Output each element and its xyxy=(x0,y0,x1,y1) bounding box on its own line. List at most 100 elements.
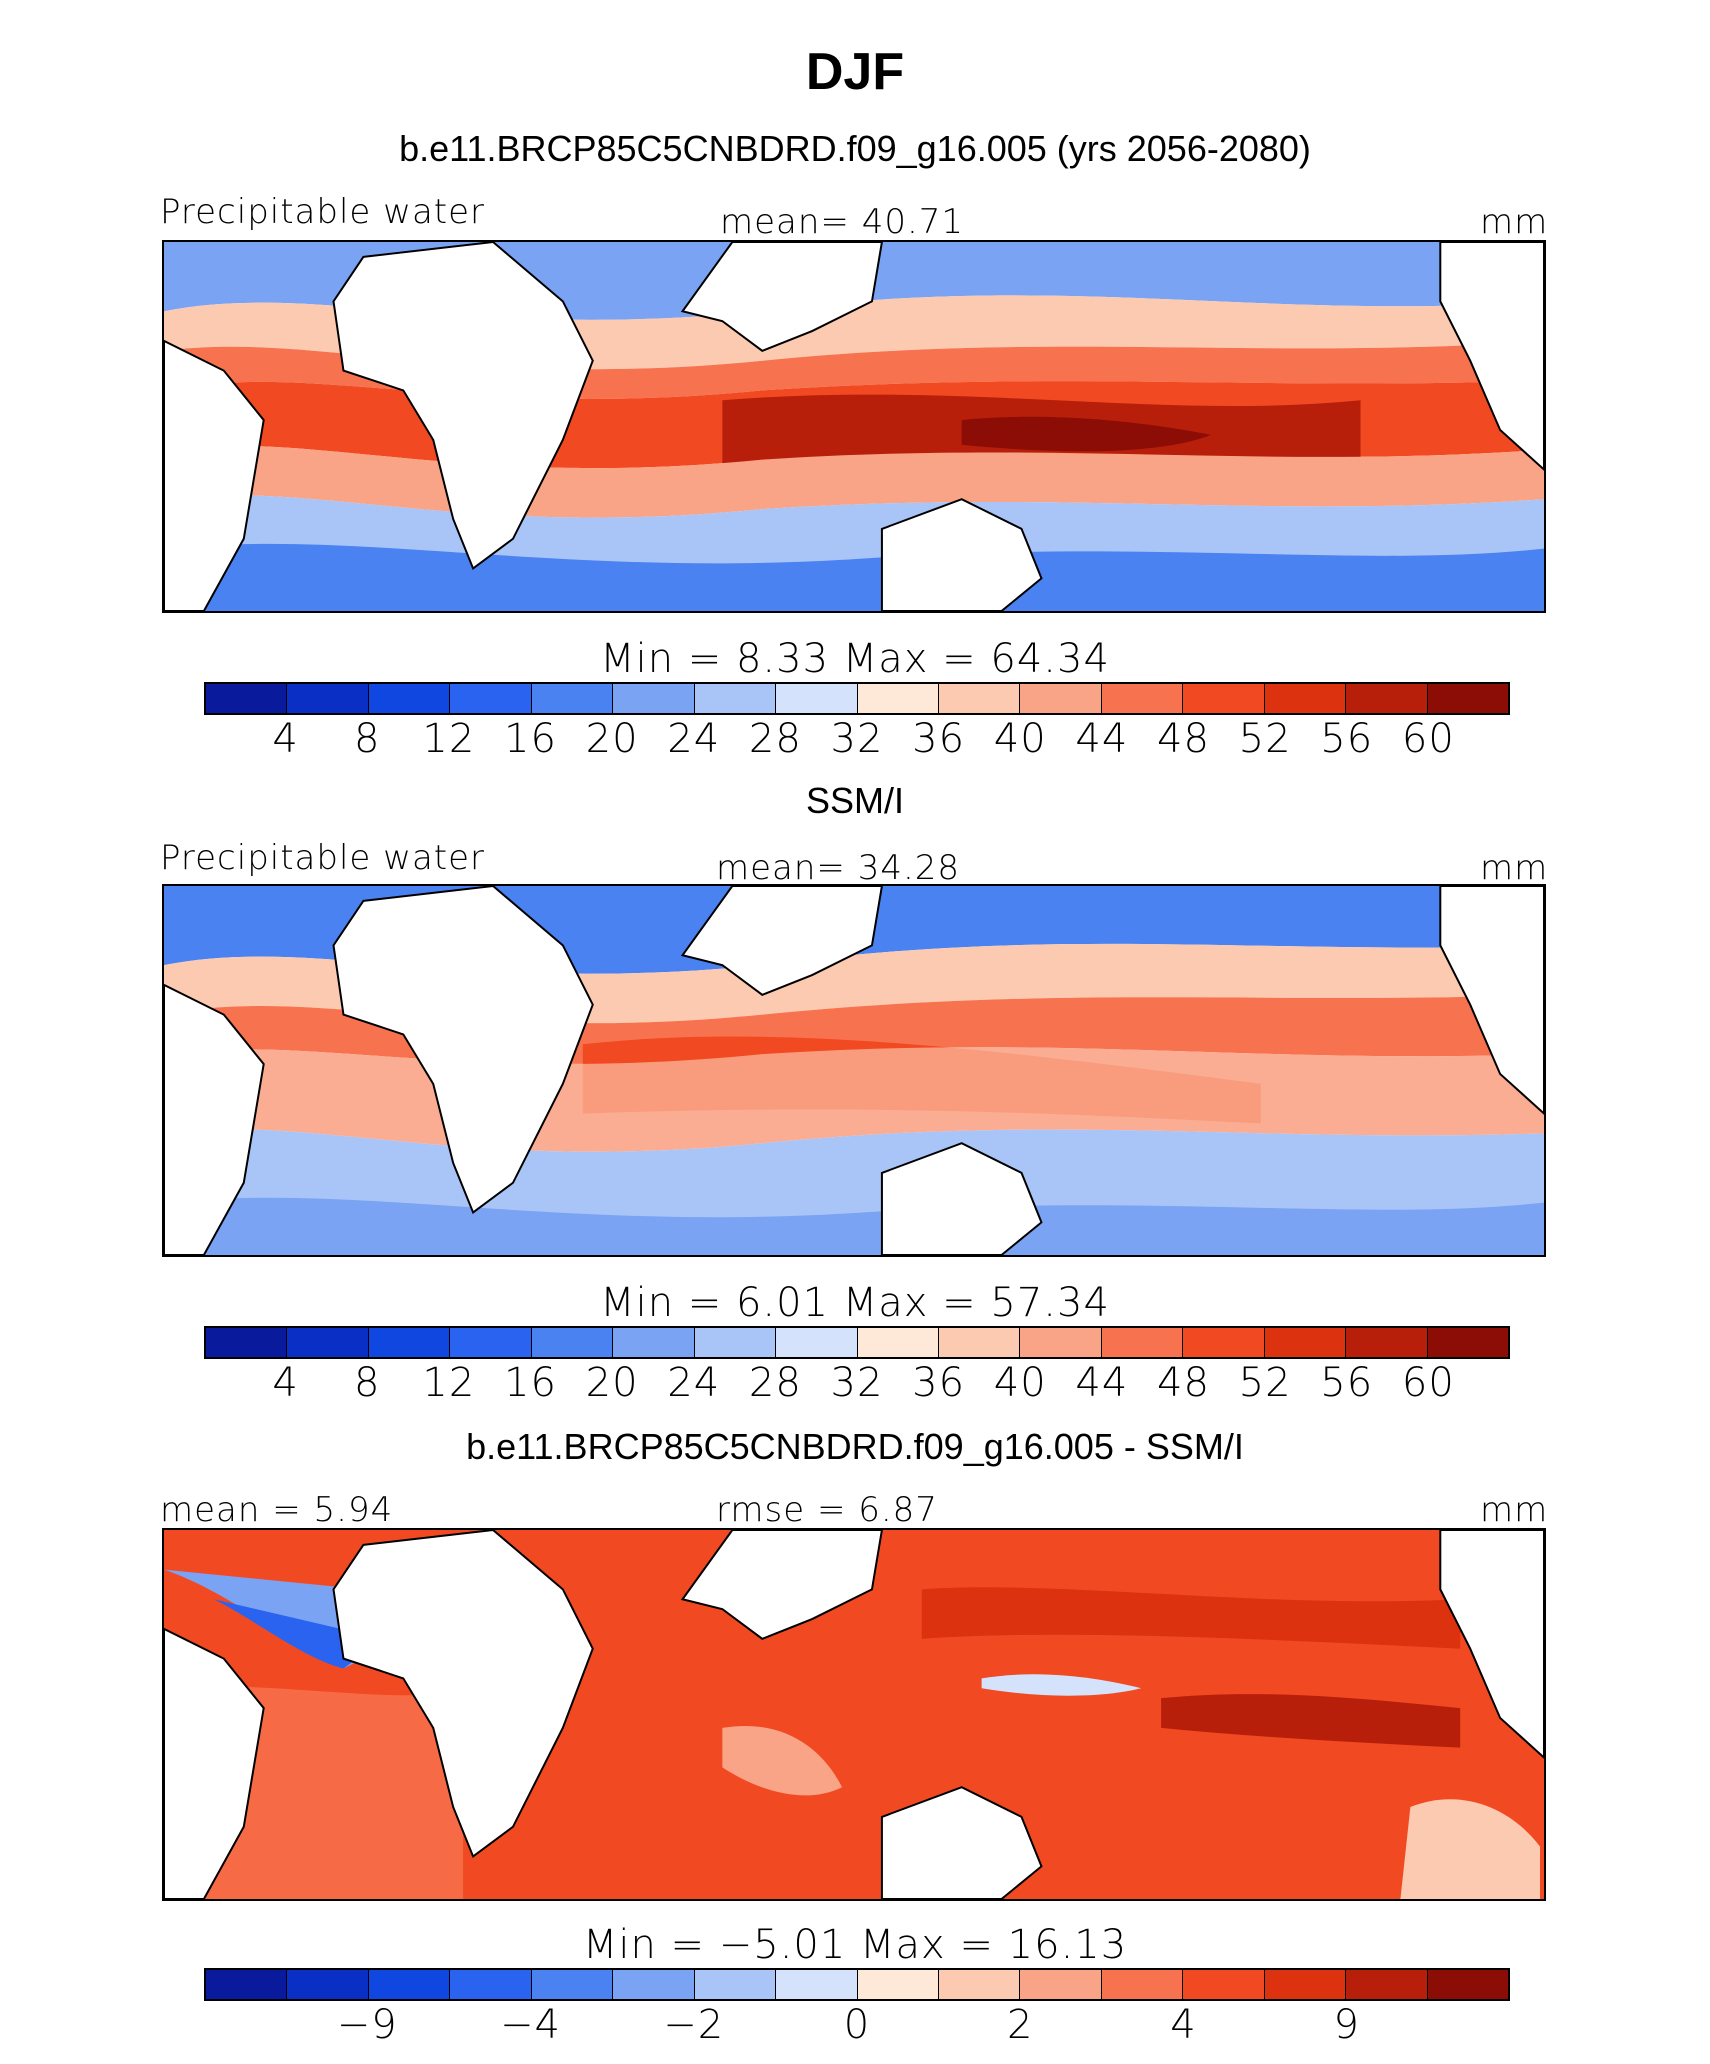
colorbar-swatch xyxy=(938,1328,1021,1357)
colorbar-swatch xyxy=(1101,1328,1184,1357)
colorbar-tick-label: 32 xyxy=(830,716,884,762)
colorbar-swatch xyxy=(450,684,532,713)
colorbar-swatch xyxy=(1427,1970,1508,1999)
colorbar-swatch xyxy=(531,684,614,713)
panel-1-colorbar-ticks: 4 8 12 16 20 24 28 32 36 40 44 48 52 56 60 xyxy=(0,716,1710,762)
colorbar-swatch xyxy=(613,1328,695,1357)
colorbar-swatch xyxy=(1346,1970,1428,1999)
colorbar-swatch xyxy=(857,1970,939,1999)
colorbar-tick-label: 40 xyxy=(993,1360,1047,1406)
colorbar-tick-label: 40 xyxy=(993,716,1047,762)
panel-2-mean-label: mean= 34.28 xyxy=(716,848,961,888)
colorbar-tick-label: 4 xyxy=(1170,2002,1197,2048)
colorbar-swatch xyxy=(206,684,288,713)
panel-1-units-label: mm xyxy=(1480,202,1549,242)
colorbar-tick-label: 44 xyxy=(1075,716,1129,762)
colorbar-tick-label: 32 xyxy=(830,1360,884,1406)
panel-1-mean-label: mean= 40.71 xyxy=(720,202,965,242)
panel-3-rmse-label: rmse = 6.87 xyxy=(716,1490,938,1530)
colorbar-swatch xyxy=(368,1970,451,1999)
colorbar-swatch xyxy=(531,1328,614,1357)
colorbar-tick-label: 20 xyxy=(585,716,639,762)
colorbar-tick-label: 24 xyxy=(667,1360,721,1406)
colorbar-swatch xyxy=(287,684,369,713)
colorbar-tick-label: 36 xyxy=(912,716,966,762)
colorbar-swatch xyxy=(694,1970,777,1999)
colorbar-swatch xyxy=(1183,1328,1265,1357)
panel-2-minmax: Min = 6.01 Max = 57.34 xyxy=(600,1280,1110,1326)
colorbar-swatch xyxy=(776,1328,858,1357)
colorbar-tick-label: 8 xyxy=(354,1360,381,1406)
colorbar-tick-label: 12 xyxy=(422,1360,476,1406)
colorbar-tick-label: 4 xyxy=(272,716,299,762)
colorbar-tick-label: 52 xyxy=(1238,716,1292,762)
colorbar-swatch xyxy=(1264,1970,1347,1999)
colorbar-swatch xyxy=(1427,684,1508,713)
colorbar-swatch xyxy=(857,684,939,713)
colorbar-swatch xyxy=(206,1970,288,1999)
colorbar-swatch xyxy=(1020,1970,1102,1999)
colorbar-tick-label: −2 xyxy=(663,2002,725,2048)
colorbar-tick-label: 56 xyxy=(1320,716,1374,762)
colorbar-swatch xyxy=(368,1328,451,1357)
panel-1-colorbar xyxy=(204,682,1510,715)
colorbar-tick-label: 28 xyxy=(748,1360,802,1406)
colorbar-swatch xyxy=(1183,684,1265,713)
colorbar-tick-label: 52 xyxy=(1238,1360,1292,1406)
colorbar-tick-label: 16 xyxy=(504,716,557,762)
colorbar-tick-label: 24 xyxy=(667,716,721,762)
colorbar-tick-label: 8 xyxy=(354,716,381,762)
panel-3-colorbar-ticks: −9 −4 −2 0 2 4 9 xyxy=(0,2002,1710,2048)
colorbar-tick-label: −9 xyxy=(336,2002,398,2048)
colorbar-tick-label: 12 xyxy=(422,716,476,762)
panel-2-map xyxy=(162,884,1546,1257)
colorbar-swatch xyxy=(287,1970,369,1999)
panel-3-units-label: mm xyxy=(1480,1490,1549,1530)
colorbar-swatch xyxy=(1346,1328,1428,1357)
colorbar-swatch xyxy=(613,684,695,713)
colorbar-swatch xyxy=(450,1970,532,1999)
colorbar-swatch xyxy=(694,684,777,713)
colorbar-tick-label: 2 xyxy=(1007,2002,1034,2048)
panel-3-map xyxy=(162,1528,1546,1901)
colorbar-swatch xyxy=(938,684,1021,713)
colorbar-swatch xyxy=(857,1328,939,1357)
colorbar-tick-label: 36 xyxy=(912,1360,966,1406)
colorbar-tick-label: 48 xyxy=(1157,1360,1210,1406)
colorbar-swatch xyxy=(1264,684,1347,713)
colorbar-swatch xyxy=(1020,684,1102,713)
colorbar-tick-label: 56 xyxy=(1320,1360,1374,1406)
panel-2-title: SSM/I xyxy=(805,780,904,821)
colorbar-swatch xyxy=(450,1328,532,1357)
colorbar-tick-label: 16 xyxy=(504,1360,557,1406)
colorbar-tick-label: 44 xyxy=(1075,1360,1129,1406)
colorbar-swatch xyxy=(776,684,858,713)
panel-2-units-label: mm xyxy=(1480,848,1549,888)
colorbar-tick-label: 48 xyxy=(1157,716,1210,762)
panel-1-title: b.e11.BRCP85C5CNBDRD.f09_g16.005 (yrs 20… xyxy=(399,128,1311,169)
colorbar-swatch xyxy=(1264,1328,1347,1357)
panel-3-title: b.e11.BRCP85C5CNBDRD.f09_g16.005 - SSM/I xyxy=(466,1426,1244,1467)
panel-1-variable-label: Precipitable water xyxy=(160,192,486,232)
colorbar-tick-label: 60 xyxy=(1401,1360,1455,1406)
panel-2-variable-label: Precipitable water xyxy=(160,838,486,878)
colorbar-tick-label: 20 xyxy=(585,1360,639,1406)
colorbar-tick-label: −4 xyxy=(500,2002,561,2048)
panel-1-minmax: Min = 8.33 Max = 64.34 xyxy=(600,636,1110,682)
colorbar-swatch xyxy=(694,1328,777,1357)
panel-3-colorbar xyxy=(204,1968,1510,2001)
colorbar-tick-label: 28 xyxy=(748,716,802,762)
colorbar-swatch xyxy=(287,1328,369,1357)
panel-3-minmax: Min = −5.01 Max = 16.13 xyxy=(582,1922,1128,1968)
colorbar-swatch xyxy=(1101,684,1184,713)
colorbar-swatch xyxy=(531,1970,614,1999)
colorbar-swatch xyxy=(1020,1328,1102,1357)
figure-title: DJF xyxy=(805,43,905,101)
colorbar-swatch xyxy=(1427,1328,1508,1357)
panel-2-colorbar-ticks: 4 8 12 16 20 24 28 32 36 40 44 48 52 56 60 xyxy=(0,1360,1710,1406)
colorbar-swatch xyxy=(776,1970,858,1999)
colorbar-swatch xyxy=(1346,684,1428,713)
colorbar-swatch xyxy=(368,684,451,713)
colorbar-swatch xyxy=(613,1970,695,1999)
panel-1-map xyxy=(162,240,1546,613)
